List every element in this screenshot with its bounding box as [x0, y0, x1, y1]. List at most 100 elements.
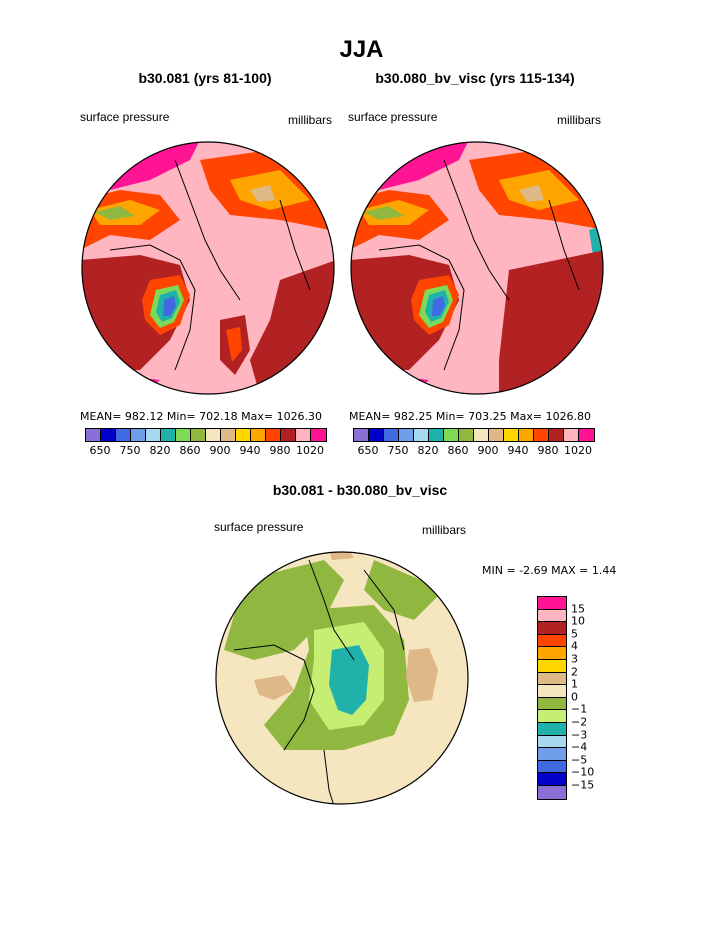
colorbar-swatch: [538, 785, 566, 799]
colorbar-swatch: [504, 429, 519, 441]
panel2-title: b30.080_bv_visc (yrs 115-134): [375, 70, 575, 86]
diff-stats: MIN = -2.69 MAX = 1.44: [482, 564, 617, 577]
colorbar-swatch: [538, 697, 566, 711]
colorbar-swatch: [538, 609, 566, 623]
colorbar-swatch: [429, 429, 444, 441]
colorbar-tick-label: −10: [571, 765, 595, 779]
colorbar-tick-label: −15: [571, 778, 595, 792]
colorbar-swatch: [519, 429, 534, 441]
colorbar-swatch: [538, 773, 566, 786]
colorbar-swatch: [444, 429, 459, 441]
panel1-polar-map: [81, 141, 335, 395]
colorbar-tick-label: 5: [571, 627, 578, 641]
colorbar-swatch: [538, 659, 566, 673]
colorbar-swatch: [266, 429, 281, 441]
colorbar-tick-label: 980: [537, 444, 559, 457]
colorbar-tick-label: −1: [571, 702, 588, 716]
colorbar-swatch: [538, 597, 566, 610]
diff-title: b30.081 - b30.080_bv_visc: [272, 482, 448, 498]
colorbar-swatch: [538, 647, 566, 660]
colorbar-swatch: [311, 429, 326, 441]
colorbar-tick-label: 2: [571, 665, 578, 679]
colorbar-swatch: [538, 622, 566, 635]
colorbar-swatch: [538, 634, 566, 648]
colorbar-tick-label: 860: [179, 444, 201, 457]
colorbar-swatch: [579, 429, 594, 441]
panel2-units-label: millibars: [557, 113, 602, 127]
panel2-polar-map: [350, 141, 604, 395]
colorbar-tick-label: −5: [571, 753, 588, 767]
colorbar-swatch: [146, 429, 161, 441]
panel1-title: b30.081 (yrs 81-100): [138, 70, 272, 86]
colorbar-swatch: [534, 429, 549, 441]
colorbar-tick-label: 900: [209, 444, 231, 457]
colorbar-swatch: [459, 429, 474, 441]
panel2-colorbar-ticks: 650 750 820 860 900 940 980 1020: [353, 444, 595, 458]
panel1-stats: MEAN= 982.12 Min= 702.18 Max= 1026.30: [80, 410, 323, 423]
colorbar-tick-label: 650: [89, 444, 111, 457]
diff-colorbar-ticks: 15 10 5 4 3 2 1 0 −1 −2 −3 −4 −5 −10 −15: [571, 596, 611, 802]
colorbar-swatch: [101, 429, 116, 441]
panel2-stats: MEAN= 982.25 Min= 703.25 Max= 1026.80: [349, 410, 592, 423]
colorbar-swatch: [538, 672, 566, 686]
colorbar-swatch: [116, 429, 131, 441]
colorbar-tick-label: 1020: [564, 444, 592, 457]
colorbar-swatch: [236, 429, 251, 441]
colorbar-swatch: [176, 429, 191, 441]
colorbar-swatch: [538, 722, 566, 736]
colorbar-tick-label: 1: [571, 677, 578, 691]
colorbar-swatch: [538, 760, 566, 774]
panel1-units-label: millibars: [288, 113, 333, 127]
colorbar-tick-label: −3: [571, 728, 588, 742]
colorbar-swatch: [489, 429, 504, 441]
colorbar-swatch: [281, 429, 296, 441]
colorbar-swatch: [399, 429, 414, 441]
page-title: JJA: [339, 36, 384, 63]
colorbar-tick-label: 980: [269, 444, 291, 457]
panel2-colorbar: [353, 428, 595, 442]
colorbar-tick-label: 1020: [296, 444, 324, 457]
panel1-colorbar: [85, 428, 327, 442]
colorbar-tick-label: 900: [477, 444, 499, 457]
colorbar-swatch: [206, 429, 221, 441]
colorbar-tick-label: −2: [571, 715, 588, 729]
colorbar-tick-label: 820: [149, 444, 171, 457]
colorbar-swatch: [86, 429, 101, 441]
colorbar-swatch: [296, 429, 311, 441]
colorbar-tick-label: 650: [357, 444, 379, 457]
colorbar-tick-label: 10: [571, 614, 585, 628]
colorbar-swatch: [131, 429, 146, 441]
colorbar-swatch: [161, 429, 176, 441]
colorbar-swatch: [538, 735, 566, 749]
colorbar-swatch: [538, 710, 566, 723]
colorbar-swatch: [384, 429, 399, 441]
colorbar-swatch: [538, 748, 566, 761]
colorbar-tick-label: 4: [571, 639, 578, 653]
colorbar-swatch: [474, 429, 489, 441]
panel1-field-label: surface pressure: [80, 110, 170, 124]
colorbar-swatch: [251, 429, 266, 441]
colorbar-tick-label: 820: [417, 444, 439, 457]
colorbar-swatch: [538, 685, 566, 698]
colorbar-swatch: [414, 429, 429, 441]
colorbar-tick-label: 860: [447, 444, 469, 457]
colorbar-tick-label: 940: [507, 444, 529, 457]
colorbar-tick-label: 15: [571, 602, 585, 616]
colorbar-tick-label: 3: [571, 652, 578, 666]
colorbar-tick-label: 940: [239, 444, 261, 457]
colorbar-swatch: [191, 429, 206, 441]
colorbar-tick-label: −4: [571, 740, 588, 754]
diff-units-label: millibars: [422, 523, 467, 537]
panel2-field-label: surface pressure: [348, 110, 438, 124]
diff-colorbar: [537, 596, 567, 800]
colorbar-swatch: [564, 429, 579, 441]
diff-field-label: surface pressure: [214, 520, 304, 534]
colorbar-swatch: [369, 429, 384, 441]
panel1-colorbar-ticks: 650 750 820 860 900 940 980 1020: [85, 444, 327, 458]
colorbar-swatch: [221, 429, 236, 441]
colorbar-swatch: [549, 429, 564, 441]
diff-polar-map: [215, 551, 469, 805]
colorbar-tick-label: 750: [119, 444, 141, 457]
colorbar-tick-label: 0: [571, 690, 578, 704]
colorbar-swatch: [354, 429, 369, 441]
